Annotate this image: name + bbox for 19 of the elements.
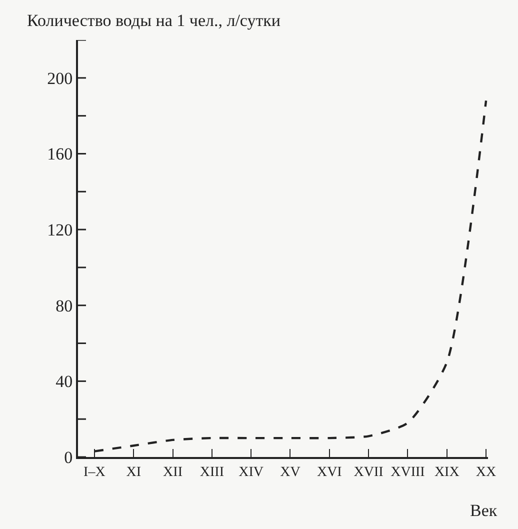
x-tick-label: XV bbox=[280, 464, 300, 480]
x-tick-label: XIII bbox=[200, 464, 224, 480]
x-tick-label: XI bbox=[126, 464, 142, 480]
x-tick-label: XIX bbox=[434, 464, 460, 480]
x-tick-label: XVIII bbox=[390, 464, 426, 480]
x-tick-label: XX bbox=[476, 464, 496, 480]
x-tick-label: XII bbox=[163, 464, 183, 480]
x-tick-label: XIV bbox=[238, 464, 264, 480]
y-tick-label: 0 bbox=[64, 448, 73, 467]
y-tick-label: 200 bbox=[47, 68, 73, 88]
x-tick-label: I–X bbox=[84, 464, 106, 480]
x-tick-label: XVII bbox=[354, 464, 384, 480]
x-axis-title: Век bbox=[470, 501, 498, 520]
x-tick-label: XVI bbox=[316, 464, 342, 480]
y-tick-label: 40 bbox=[56, 372, 73, 392]
y-axis-title: Количество воды на 1 чел., л/сутки bbox=[27, 11, 281, 30]
y-tick-label: 80 bbox=[56, 296, 73, 316]
y-tick-label: 160 bbox=[47, 144, 73, 164]
y-tick-label: 120 bbox=[47, 220, 73, 240]
